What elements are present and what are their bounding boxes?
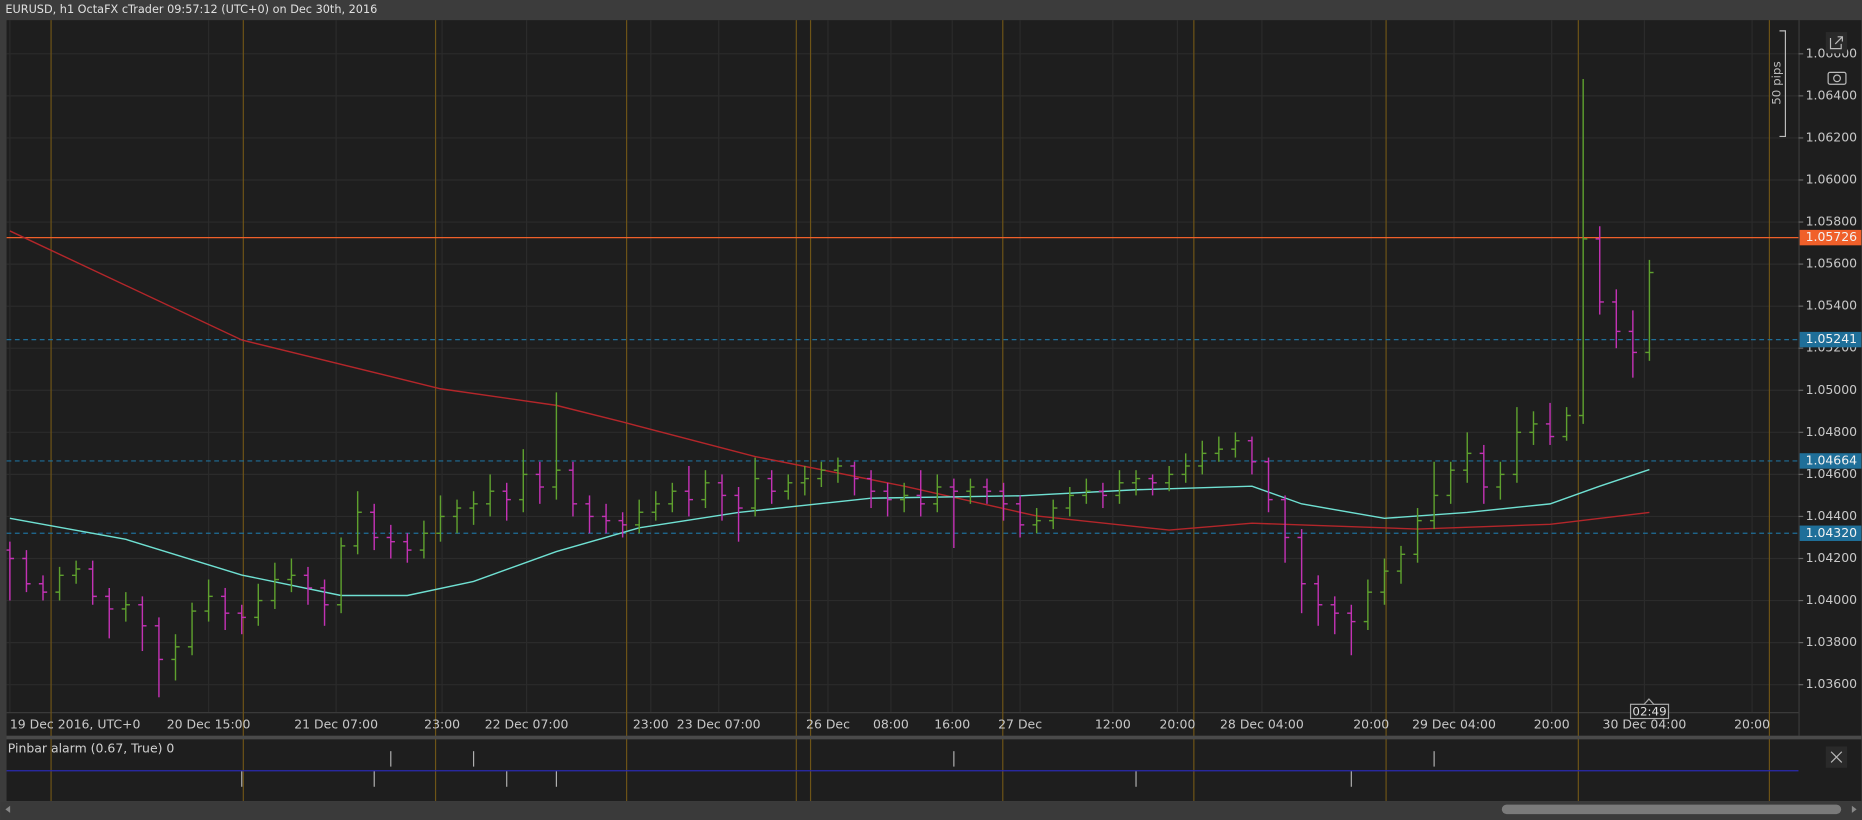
x-tick-label: 12:00 (1095, 717, 1131, 732)
countdown: 02:49 (1629, 698, 1670, 720)
price-tag (1799, 331, 1862, 348)
x-tick-label: 20 Dec 15:00 (167, 717, 251, 732)
scrollbar-thumb[interactable] (1501, 804, 1842, 815)
indicator-plot (6, 751, 1799, 787)
x-tick-label: 28 Dec 04:00 (1220, 717, 1304, 732)
scroll-left[interactable] (5, 805, 11, 813)
price-tag (1799, 525, 1862, 541)
window-title: EURUSD, h1 OctaFX cTrader 09:57:12 (UTC+… (5, 3, 377, 16)
price-tag-label: 1.05241 (1806, 331, 1858, 346)
y-tick-label: 1.04000 (1806, 592, 1858, 607)
y-tick-label: 1.04200 (1806, 550, 1858, 565)
grid (6, 20, 1799, 713)
countdown-label: 02:49 (1632, 705, 1666, 719)
price-tag-label: 1.05726 (1806, 229, 1858, 244)
y-tick-label: 1.04400 (1806, 508, 1858, 523)
period-separators (50, 20, 1770, 802)
y-tick-label: 1.05400 (1806, 298, 1858, 313)
toolbar-icons (1825, 32, 1848, 85)
price-tag (1799, 453, 1862, 469)
y-tick-label: 1.05800 (1806, 214, 1858, 229)
countdown-pointer (1643, 698, 1655, 705)
x-tick-label: 08:00 (873, 717, 909, 732)
scroll-right[interactable] (1851, 805, 1857, 813)
x-tick-label: 27 Dec (998, 717, 1042, 732)
x-tick-label: 19 Dec 2016, UTC+0 (10, 717, 141, 732)
y-tick-label: 1.05000 (1806, 382, 1858, 397)
x-tick-label: 30 Dec 04:00 (1603, 717, 1687, 732)
price-tag-label: 1.04320 (1806, 525, 1858, 540)
y-tick-label: 1.06200 (1806, 129, 1858, 144)
x-tick-label: 29 Dec 04:00 (1412, 717, 1496, 732)
ruler-bracket (1779, 30, 1787, 138)
price-tag-label: 1.04664 (1806, 452, 1858, 467)
x-tick-label: 20:00 (1734, 717, 1770, 732)
x-tick-label: 20:00 (1159, 717, 1195, 732)
y-tick-label: 1.03800 (1806, 634, 1858, 649)
y-tick-label: 1.05600 (1806, 256, 1858, 271)
price-tag (1799, 229, 1862, 246)
scrollbar-track (0, 802, 1862, 820)
camera-lens (1833, 74, 1841, 83)
y-tick-label: 1.03600 (1806, 676, 1858, 691)
screenshot-button[interactable] (1827, 71, 1847, 85)
y-tick-label: 1.04800 (1806, 424, 1858, 439)
x-tick-label: 16:00 (934, 717, 970, 732)
plot-area (6, 79, 1799, 698)
x-tick-label: 23 Dec 07:00 (677, 717, 761, 732)
y-tick-label: 1.06000 (1806, 171, 1858, 186)
x-tick-label: 21 Dec 07:00 (294, 717, 378, 732)
pips-label: 50 pips (1770, 61, 1784, 104)
x-tick-label: 26 Dec (806, 717, 850, 732)
x-tick-label: 20:00 (1353, 717, 1389, 732)
axes: 1.03600 1.03800 1.04000 1.04200 1.04400 1.046… (10, 45, 1862, 732)
indicator-close[interactable] (1825, 746, 1848, 768)
x-tick-label: 22 Dec 07:00 (485, 717, 569, 732)
x-tick-label: 23:00 (424, 717, 460, 732)
indicator-title: Pinbar alarm (0.67, True) 0 (8, 740, 175, 755)
y-tick-label: 1.04600 (1806, 466, 1858, 481)
x-tick-label: 23:00 (633, 717, 669, 732)
y-tick-label: 1.06400 (1806, 87, 1858, 102)
pips-ruler: 50 pips (1770, 30, 1787, 138)
close-icon (1830, 751, 1843, 763)
popout-icon (1829, 36, 1843, 50)
x-tick-label: 20:00 (1534, 717, 1570, 732)
